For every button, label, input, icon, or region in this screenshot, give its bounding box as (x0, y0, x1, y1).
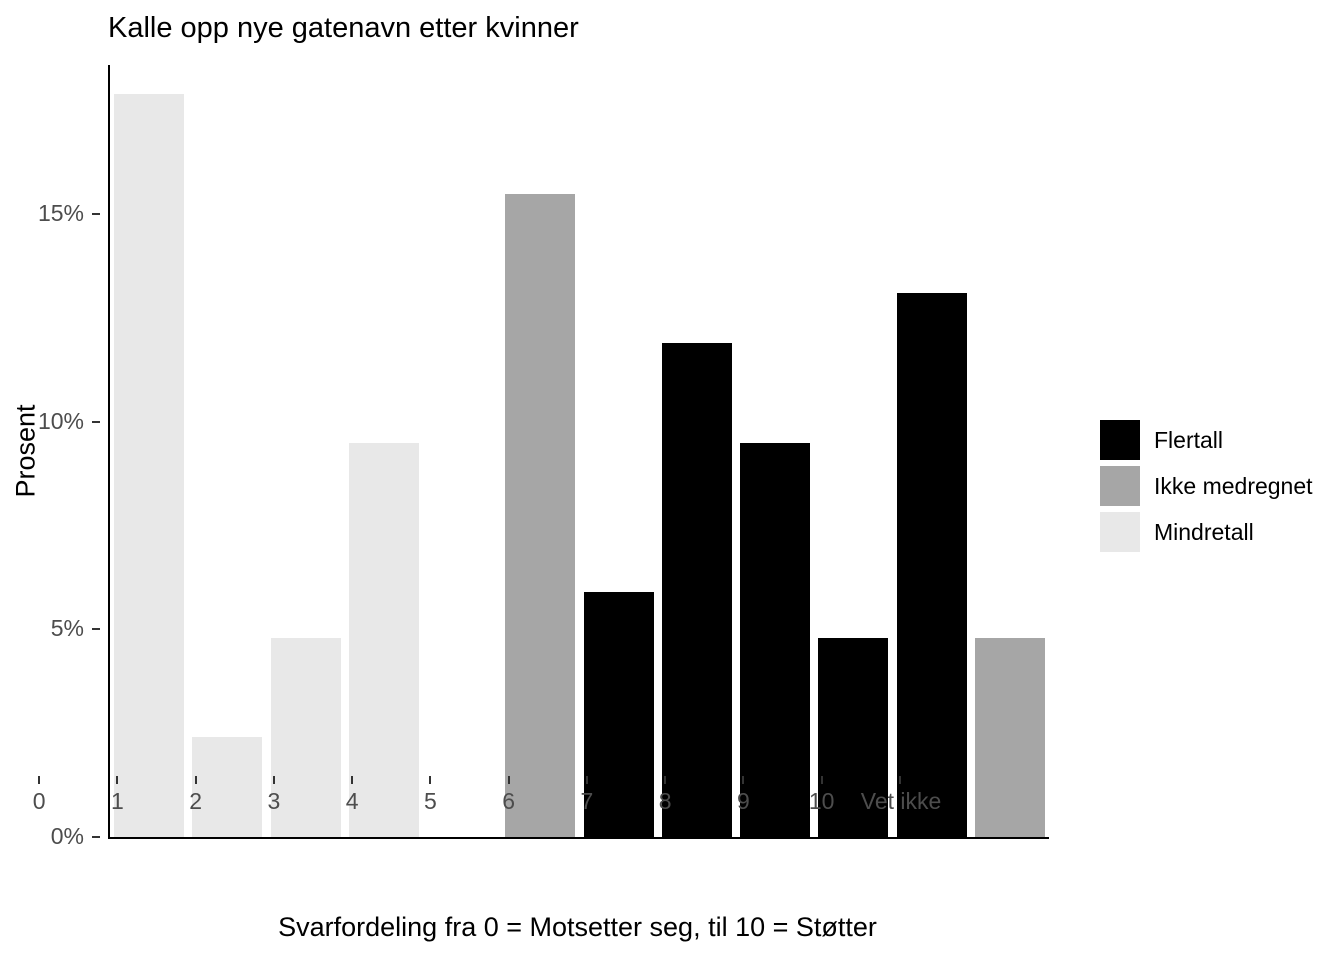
bar-6 (583, 592, 654, 837)
bar-8 (740, 442, 811, 837)
bar-0 (114, 94, 185, 837)
bar-9 (818, 637, 889, 837)
bar-5 (505, 193, 576, 837)
x-tick-label-8: 8 (658, 788, 672, 814)
y-tick-mark (92, 836, 100, 838)
y-tick-mark (92, 628, 100, 631)
legend-label: Flertall (1154, 426, 1224, 453)
legend-item-2: Mindretall (1100, 512, 1313, 552)
x-tick-label-3: 3 (267, 788, 281, 814)
x-tick-mark (664, 776, 667, 784)
legend-label: Ikke medregnet (1154, 472, 1313, 499)
x-tick-label-4: 4 (345, 788, 359, 814)
x-tick-label-2: 2 (189, 788, 203, 814)
x-tick-label-5: 5 (423, 788, 437, 814)
x-tick-mark (38, 776, 41, 784)
y-tick-mark (92, 213, 100, 216)
x-tick-label-0: 0 (32, 788, 46, 814)
legend-item-0: Flertall (1100, 420, 1313, 460)
y-tick-label: 15% (37, 200, 84, 227)
x-tick-mark (507, 776, 510, 784)
chart-title: Kalle opp nye gatenavn etter kvinner (108, 12, 579, 44)
x-tick-mark (272, 776, 275, 784)
legend: Flertall Ikke medregnet Mindretall (1100, 420, 1313, 558)
y-axis-title: Prosent (10, 404, 41, 498)
x-tick-mark (820, 776, 823, 784)
bar-10 (896, 293, 967, 837)
y-tick-mark (92, 420, 100, 423)
legend-label: Mindretall (1154, 518, 1254, 545)
x-tick-label-6: 6 (502, 788, 516, 814)
bar-2 (270, 637, 341, 837)
x-tick-mark (351, 776, 354, 784)
x-tick-label-Vet ikke: Vet ikke (860, 788, 942, 814)
x-tick-mark (742, 776, 745, 784)
bar-1 (192, 737, 263, 837)
plot-area: 0% 5% 10% 15% (38, 65, 1049, 849)
bar-Vet ikke (974, 637, 1045, 837)
x-tick-label-1: 1 (110, 788, 124, 814)
legend-swatch (1100, 420, 1140, 460)
legend-swatch (1100, 512, 1140, 552)
y-tick-label: 0% (50, 823, 84, 849)
x-tick-label-9: 9 (736, 788, 750, 814)
x-axis: 0 1 2 3 4 5 6 7 8 9 10 Vet ikke (0, 774, 942, 834)
y-tick-label: 10% (37, 407, 84, 434)
x-tick-mark (194, 776, 197, 784)
bar-7 (661, 343, 732, 837)
bar-3 (348, 442, 419, 837)
x-tick-mark (116, 776, 119, 784)
x-tick-mark (898, 776, 901, 784)
legend-swatch (1100, 466, 1140, 506)
x-axis-title: Svarfordeling fra 0 = Motsetter seg, til… (278, 912, 877, 942)
x-tick-mark (429, 776, 432, 784)
x-tick-mark (585, 776, 588, 784)
x-tick-label-10: 10 (808, 788, 835, 814)
y-tick-label: 5% (50, 615, 84, 642)
x-tick-label-7: 7 (580, 788, 594, 814)
legend-item-1: Ikke medregnet (1100, 466, 1313, 506)
